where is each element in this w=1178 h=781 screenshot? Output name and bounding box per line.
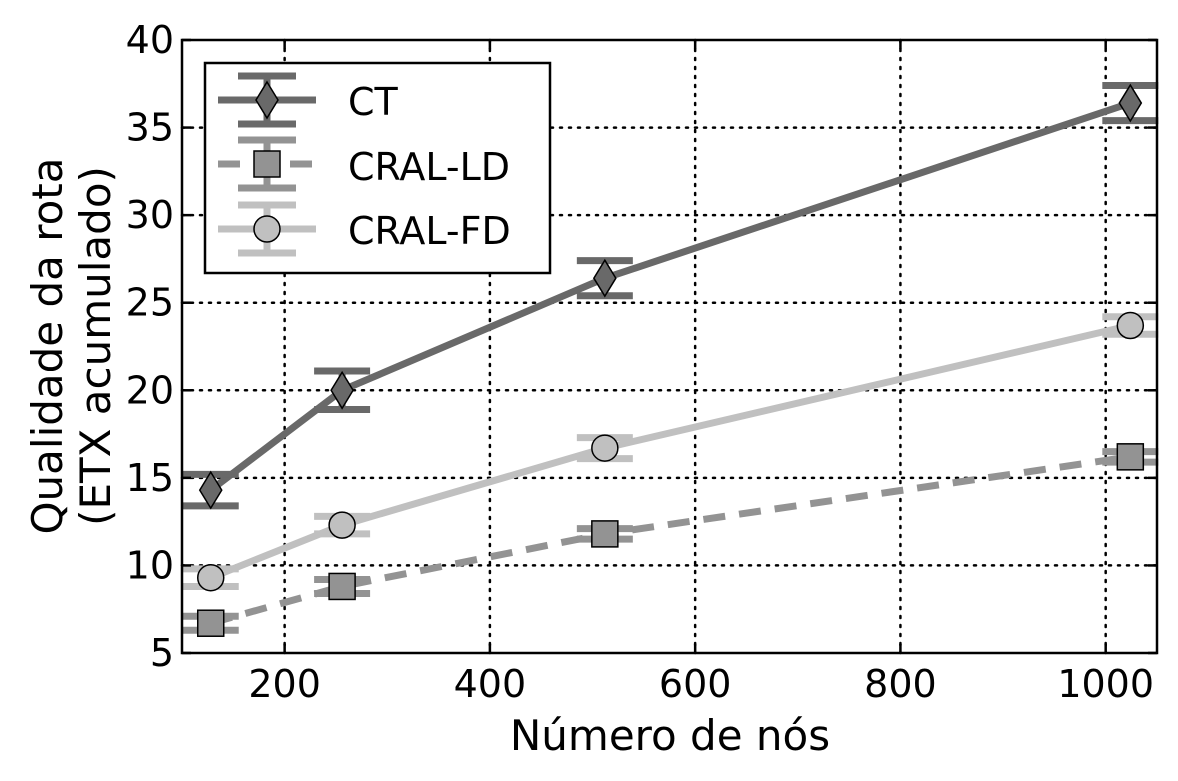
data-point-ct-1024	[1118, 83, 1143, 123]
y-tick-label-40: 40	[126, 18, 174, 62]
data-point-cral-fd-512	[591, 434, 619, 462]
x-tick-label-600: 600	[659, 662, 732, 706]
y-tick-label-15: 15	[126, 456, 174, 500]
data-point-ct-256	[330, 370, 354, 410]
data-point-cral-ld-512	[591, 520, 619, 548]
series-line-cral-ld	[209, 453, 1131, 627]
y-tick-label-20: 20	[126, 368, 174, 412]
x-axis-label: Número de nós	[510, 711, 830, 760]
legend-sample-cral-ld	[218, 136, 316, 192]
series-line-cral-fd	[209, 322, 1132, 581]
y-tick-label-30: 30	[126, 193, 174, 237]
series-layer	[182, 82, 1159, 637]
legend-sample-ct	[218, 72, 316, 128]
y-axis-label-line-1: Qualidade da rota	[23, 158, 72, 535]
legend-marker-cral-fd	[253, 215, 281, 243]
series-cral-ld	[182, 443, 1159, 637]
legend-sample-cral-fd	[218, 201, 316, 257]
y-tick-label-25: 25	[126, 281, 174, 325]
data-point-cral-ld-256	[328, 572, 356, 601]
x-tick-label-1000: 1000	[1057, 662, 1154, 706]
y-tick-label-10: 10	[126, 543, 174, 587]
legend-label-ct: CT	[348, 80, 399, 124]
legend-samples	[218, 72, 316, 257]
plot-frame	[180, 38, 1159, 655]
y-axis-label: Qualidade da rota (ETX acumulado)	[23, 158, 120, 535]
legend-label-cral-ld: CRAL-LD	[348, 145, 510, 189]
data-point-cral-fd-256	[328, 511, 356, 539]
data-point-ct-512	[592, 258, 617, 298]
y-tick-label-5: 5	[150, 631, 174, 675]
tick-labels: 200 400 600 800 1000 5 10 15 20 25 30 35 40	[126, 18, 1154, 706]
legend-marker-cral-ld	[253, 150, 281, 178]
x-tick-label-200: 200	[248, 662, 321, 706]
y-tick-label-35: 35	[126, 106, 174, 150]
series-line-ct	[208, 99, 1132, 493]
series-cral-fd	[182, 311, 1159, 592]
data-point-cral-ld-128	[196, 609, 225, 637]
legend: CT CRAL-LD CRAL-FD	[203, 61, 552, 275]
data-point-cral-fd-1024	[1116, 311, 1145, 340]
ticks	[182, 38, 1157, 655]
y-axis-label-line-2: (ETX acumulado)	[71, 166, 120, 526]
data-point-cral-ld-1024	[1116, 443, 1145, 471]
legend-marker-ct	[255, 80, 279, 120]
series-ct	[182, 82, 1159, 510]
data-point-cral-fd-128	[196, 563, 225, 592]
data-point-ct-128	[198, 470, 223, 510]
x-tick-label-800: 800	[864, 662, 937, 706]
legend-label-cral-fd: CRAL-FD	[348, 209, 511, 253]
x-tick-label-400: 400	[454, 662, 527, 706]
